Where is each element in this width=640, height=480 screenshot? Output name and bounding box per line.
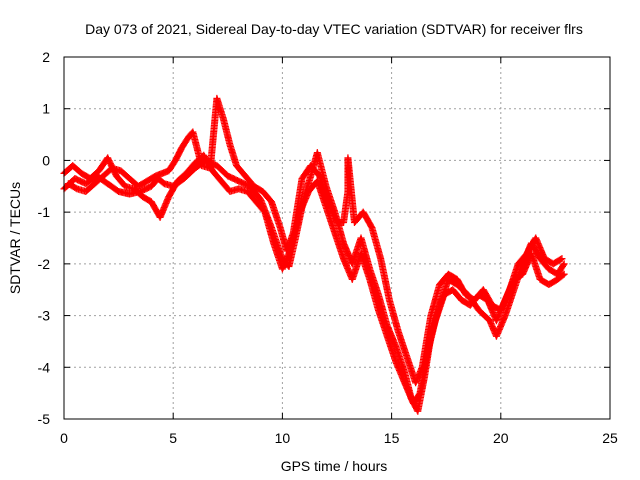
data-points — [60, 94, 568, 415]
x-tick-label: 5 — [169, 430, 177, 446]
data-point — [559, 261, 567, 269]
y-tick-label: 2 — [42, 49, 50, 65]
y-tick-label: -4 — [38, 359, 51, 375]
data-point — [557, 255, 565, 263]
x-tick-label: 0 — [60, 430, 68, 446]
y-tick-label: 1 — [42, 101, 50, 117]
series-track-b — [60, 151, 568, 407]
data-point — [558, 255, 566, 263]
series-track-c — [64, 94, 566, 387]
x-tick-label: 20 — [493, 430, 509, 446]
y-tick-label: -1 — [38, 204, 51, 220]
data-point — [559, 271, 567, 279]
y-tick-label: 0 — [42, 152, 50, 168]
y-axis-label: SDTVAR / TECUs — [7, 182, 23, 294]
data-point — [560, 270, 568, 278]
x-axis-label: GPS time / hours — [281, 458, 388, 474]
x-tick-label: 25 — [602, 430, 618, 446]
data-point — [560, 260, 568, 268]
x-tick-label: 15 — [384, 430, 400, 446]
y-tick-label: -5 — [38, 411, 51, 427]
axis-ticks: 0 5 10 15 20 25 -5 -4 -3 -2 -1 0 1 2 — [38, 49, 618, 446]
plot-frame — [63, 56, 611, 420]
y-tick-label: -3 — [38, 308, 51, 324]
y-tick-label: -2 — [38, 256, 51, 272]
chart-title: Day 073 of 2021, Sidereal Day-to-day VTE… — [85, 21, 583, 37]
x-tick-label: 10 — [275, 430, 291, 446]
